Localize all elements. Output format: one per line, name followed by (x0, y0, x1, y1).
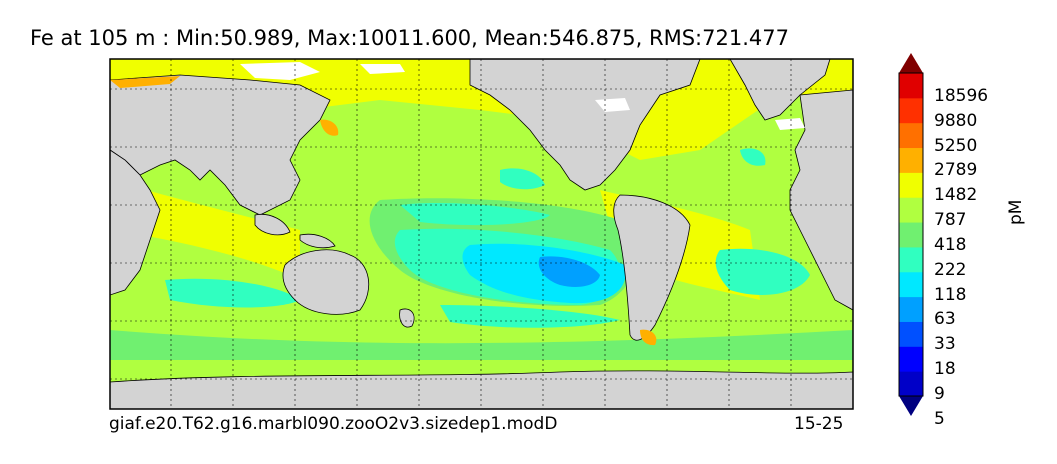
colorbar-segment (899, 122, 923, 149)
colorbar-tick-label: 2789 (934, 160, 978, 181)
colorbar-tick-label: 18596 (934, 85, 989, 106)
gridlines (110, 59, 853, 409)
colorbar-tick-label: 9 (934, 384, 945, 404)
colorbar-segment (899, 97, 923, 124)
colorbar-segment (899, 73, 923, 99)
colorbar-extend-min (899, 396, 923, 416)
colorbar-tick-label: 222 (934, 259, 967, 280)
colorbar-tick-label: 787 (934, 210, 967, 231)
colorbar-tick-label: 418 (934, 234, 967, 255)
indian-pool (165, 278, 300, 308)
atlantic-pool (715, 248, 810, 295)
colorbar-tick-label: 1482 (934, 185, 978, 206)
colorbar-segment (899, 147, 923, 173)
colorbar-segment (899, 371, 923, 397)
plot-title: Fe at 105 m : Min:50.989, Max:10011.600,… (30, 26, 789, 50)
colorbar-extend-max (899, 53, 923, 73)
colorbar-segment (899, 246, 923, 273)
colorbar-segment (899, 296, 923, 322)
colorbar-tick-label: 9880 (934, 110, 978, 131)
colorbar-frame (898, 72, 924, 397)
run-caption: giaf.e20.T62.g16.marbl090.zooO2v3.sizede… (109, 414, 558, 434)
colorbar-tick-label: 63 (934, 309, 956, 330)
colorbar-segment (899, 197, 923, 223)
colorbar-tick-label: 118 (934, 284, 967, 305)
year-range: 15-25 (794, 414, 844, 434)
colorbar-units: pM (1006, 199, 1026, 225)
colorbar-tick-label: 18 (934, 359, 956, 380)
colorbar-segment (899, 222, 923, 248)
map-frame (109, 58, 854, 410)
coastal-highlights (110, 76, 657, 346)
colorbar-tick-label: 33 (934, 334, 956, 355)
colorbar-segment (899, 271, 923, 298)
colorbar-tick-label: 5250 (934, 135, 978, 156)
missing-data-areas (240, 62, 805, 130)
colorbar-segment (899, 172, 923, 198)
colorbar-segment (899, 321, 923, 347)
colorbar-segment (899, 346, 923, 372)
colorbar-tick-label: 5 (934, 408, 945, 429)
